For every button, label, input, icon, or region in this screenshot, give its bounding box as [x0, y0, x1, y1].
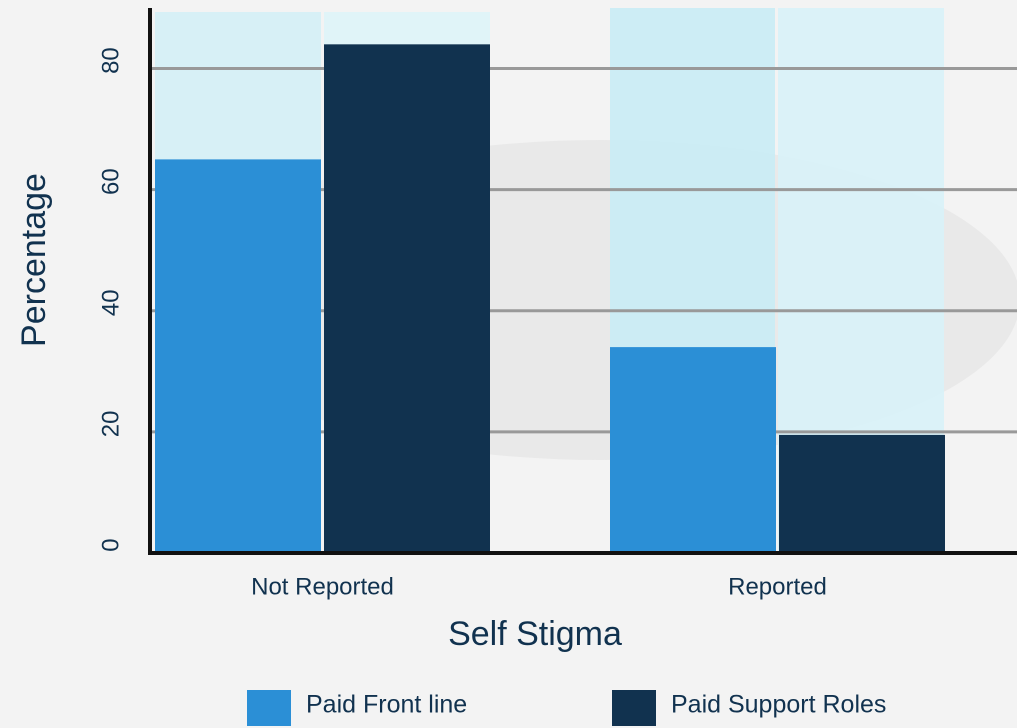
legend-label: Paid Front line: [306, 691, 467, 719]
x-tick-label: Not Reported: [251, 573, 394, 600]
legend-swatch: [247, 690, 291, 726]
y-tick-label: 60: [97, 168, 124, 195]
bar: [324, 44, 490, 553]
y-tick-label: 20: [97, 411, 124, 438]
legend-swatch: [612, 690, 656, 726]
x-tick-label: Reported: [728, 573, 827, 600]
legend-label: Paid Support Roles: [671, 691, 886, 719]
bar: [779, 434, 945, 553]
x-axis-title: Self Stigma: [448, 615, 622, 653]
y-tick-label: 80: [97, 47, 124, 74]
bar: [155, 159, 321, 553]
y-tick-label: 40: [97, 289, 124, 316]
y-tick-label: 0: [97, 538, 124, 551]
bar: [610, 347, 776, 553]
y-axis-title: Percentage: [15, 173, 53, 347]
